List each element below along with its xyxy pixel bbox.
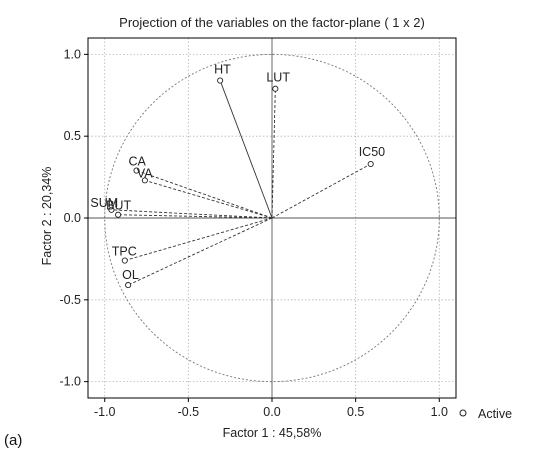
vector-ca bbox=[136, 170, 273, 219]
chart-title: Projection of the variables on the facto… bbox=[119, 15, 425, 30]
x-tick-label: 0.5 bbox=[347, 405, 364, 419]
label-sum: SUM bbox=[90, 196, 118, 210]
label-but: BUT bbox=[106, 199, 131, 213]
point-ht bbox=[217, 77, 224, 84]
vector-lut bbox=[271, 88, 276, 219]
x-tick-label: 0.0 bbox=[263, 405, 280, 419]
x-tick-label: 1.0 bbox=[431, 405, 448, 419]
panel-label: (a) bbox=[4, 432, 22, 449]
label-tpc: TPC bbox=[112, 245, 137, 259]
x-tick-label: -1.0 bbox=[94, 405, 116, 419]
label-ic50: IC50 bbox=[359, 145, 385, 159]
vector-tpc bbox=[124, 217, 273, 261]
vector-ol bbox=[127, 217, 273, 286]
y-tick-label: -0.5 bbox=[59, 293, 81, 307]
unit-circle-outline bbox=[104, 53, 440, 383]
point-ca bbox=[133, 167, 140, 174]
label-ca: CA bbox=[129, 155, 147, 169]
y-tick-label: 0.5 bbox=[64, 129, 81, 143]
unit-circle bbox=[104, 53, 440, 383]
x-tick-label: -0.5 bbox=[178, 405, 200, 419]
point-va bbox=[141, 177, 148, 184]
label-ht: HT bbox=[214, 63, 231, 77]
vector-ht bbox=[219, 80, 273, 219]
point-sum bbox=[108, 206, 115, 213]
label-lut: LUT bbox=[266, 71, 290, 85]
vector-sum bbox=[111, 209, 273, 219]
point-ol bbox=[125, 282, 132, 289]
y-axis-ticks: 1.0 0.5 0.0 -0.5 -1.0 bbox=[59, 47, 88, 389]
label-va: VA bbox=[137, 166, 153, 180]
legend-marker bbox=[459, 409, 467, 417]
variable-vectors bbox=[111, 80, 371, 286]
y-tick-label: 1.0 bbox=[64, 47, 81, 61]
variable-points bbox=[108, 77, 374, 289]
label-ol: OL bbox=[122, 268, 139, 282]
legend: Active bbox=[459, 407, 512, 421]
vector-va bbox=[144, 179, 273, 219]
point-lut bbox=[272, 85, 279, 92]
point-tpc bbox=[121, 257, 128, 264]
y-tick-label: -1.0 bbox=[59, 375, 81, 389]
y-axis-label: Factor 2 : 20,34% bbox=[40, 167, 54, 266]
x-axis-ticks: -1.0 -0.5 0.0 0.5 1.0 bbox=[94, 398, 448, 419]
x-axis-label: Factor 1 : 45,58% bbox=[223, 426, 322, 440]
y-tick-label: 0.0 bbox=[64, 211, 81, 225]
vector-but bbox=[118, 214, 273, 219]
point-ic50 bbox=[367, 160, 374, 168]
vector-ic50 bbox=[271, 163, 371, 219]
point-but bbox=[115, 211, 122, 218]
legend-entry-active: Active bbox=[478, 407, 512, 421]
